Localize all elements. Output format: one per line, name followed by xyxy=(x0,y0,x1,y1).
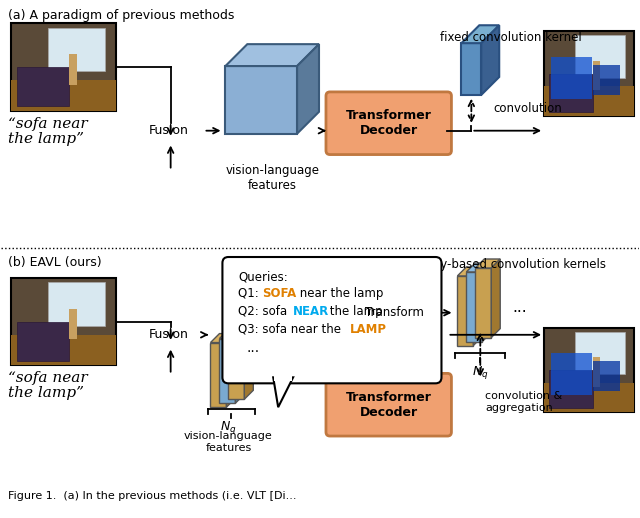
Bar xyxy=(17,67,69,106)
FancyBboxPatch shape xyxy=(223,257,442,383)
Bar xyxy=(48,282,106,326)
Text: the lamp”: the lamp” xyxy=(8,132,84,146)
Text: NEAR: NEAR xyxy=(293,305,330,318)
Bar xyxy=(544,327,634,412)
Bar xyxy=(544,31,634,116)
Text: Transformer
Decoder: Transformer Decoder xyxy=(346,109,431,137)
Polygon shape xyxy=(12,335,116,365)
Polygon shape xyxy=(474,267,483,346)
Text: ...: ... xyxy=(512,300,527,315)
Text: (b) EAVL (ours): (b) EAVL (ours) xyxy=(8,256,102,269)
Polygon shape xyxy=(220,339,236,403)
Text: the lamp: the lamp xyxy=(326,305,383,318)
Polygon shape xyxy=(12,80,116,111)
Polygon shape xyxy=(461,43,481,95)
Polygon shape xyxy=(458,276,474,346)
Polygon shape xyxy=(228,335,244,399)
Bar xyxy=(69,54,77,84)
Text: vision-language
features: vision-language features xyxy=(225,164,319,192)
Polygon shape xyxy=(544,86,634,116)
Text: (a) A paradigm of previous methods: (a) A paradigm of previous methods xyxy=(8,9,235,22)
Text: Transform: Transform xyxy=(365,306,424,319)
Text: Q2: sofa: Q2: sofa xyxy=(238,305,291,318)
Bar xyxy=(593,357,600,387)
Text: fixed convolution kernel: fixed convolution kernel xyxy=(440,31,582,44)
Bar xyxy=(575,332,625,374)
FancyBboxPatch shape xyxy=(326,92,451,154)
Bar xyxy=(548,370,593,408)
Bar xyxy=(593,61,600,91)
Text: vision-language
features: vision-language features xyxy=(184,431,273,453)
Bar xyxy=(17,322,69,361)
Text: Fusion: Fusion xyxy=(148,328,189,341)
Text: Queries:: Queries: xyxy=(238,271,288,284)
Polygon shape xyxy=(481,25,499,95)
Text: Figure 1.  (a) In the previous methods (i.e. VLT [Di...: Figure 1. (a) In the previous methods (i… xyxy=(8,491,297,501)
Bar xyxy=(593,65,620,95)
Bar xyxy=(274,376,292,381)
Polygon shape xyxy=(544,383,634,412)
Bar xyxy=(551,56,591,99)
FancyBboxPatch shape xyxy=(326,373,451,436)
Text: LAMP: LAMP xyxy=(350,323,387,336)
Polygon shape xyxy=(211,342,227,407)
Polygon shape xyxy=(483,263,492,341)
Bar xyxy=(548,74,593,111)
Polygon shape xyxy=(236,329,244,403)
Text: $N_q$: $N_q$ xyxy=(220,419,237,436)
Text: convolution &
aggregation: convolution & aggregation xyxy=(485,391,563,413)
Bar xyxy=(575,35,625,78)
Text: the lamp”: the lamp” xyxy=(8,386,84,400)
Polygon shape xyxy=(461,25,499,43)
Bar xyxy=(12,278,116,365)
Polygon shape xyxy=(228,326,253,335)
Text: Q3: sofa near the: Q3: sofa near the xyxy=(238,323,345,336)
Polygon shape xyxy=(211,334,236,342)
Text: $N_q$: $N_q$ xyxy=(472,365,488,381)
Bar xyxy=(12,23,116,111)
Bar xyxy=(48,27,106,71)
Text: SOFA: SOFA xyxy=(262,287,296,300)
Polygon shape xyxy=(297,44,319,134)
Text: ...: ... xyxy=(268,316,283,331)
Polygon shape xyxy=(225,66,297,134)
Polygon shape xyxy=(467,263,492,272)
Text: convolution: convolution xyxy=(493,103,562,116)
Text: near the lamp: near the lamp xyxy=(296,287,383,300)
Polygon shape xyxy=(220,329,244,339)
Text: Transformer
Decoder: Transformer Decoder xyxy=(346,391,431,419)
Text: query-based convolution kernels: query-based convolution kernels xyxy=(413,258,605,271)
Bar xyxy=(593,362,620,391)
Polygon shape xyxy=(467,272,483,341)
Text: Fusion: Fusion xyxy=(148,124,189,137)
Polygon shape xyxy=(244,326,253,399)
Text: Q1:: Q1: xyxy=(238,287,263,300)
Text: “sofa near: “sofa near xyxy=(8,117,88,131)
Polygon shape xyxy=(225,44,319,66)
Text: “sofa near: “sofa near xyxy=(8,371,88,385)
Polygon shape xyxy=(273,377,293,407)
Polygon shape xyxy=(492,259,500,338)
Polygon shape xyxy=(227,334,236,407)
Polygon shape xyxy=(458,267,483,276)
Polygon shape xyxy=(476,259,500,268)
Polygon shape xyxy=(476,268,492,338)
Bar xyxy=(551,353,591,395)
Text: ...: ... xyxy=(265,367,280,382)
Bar xyxy=(69,309,77,339)
Text: ...: ... xyxy=(246,340,259,354)
